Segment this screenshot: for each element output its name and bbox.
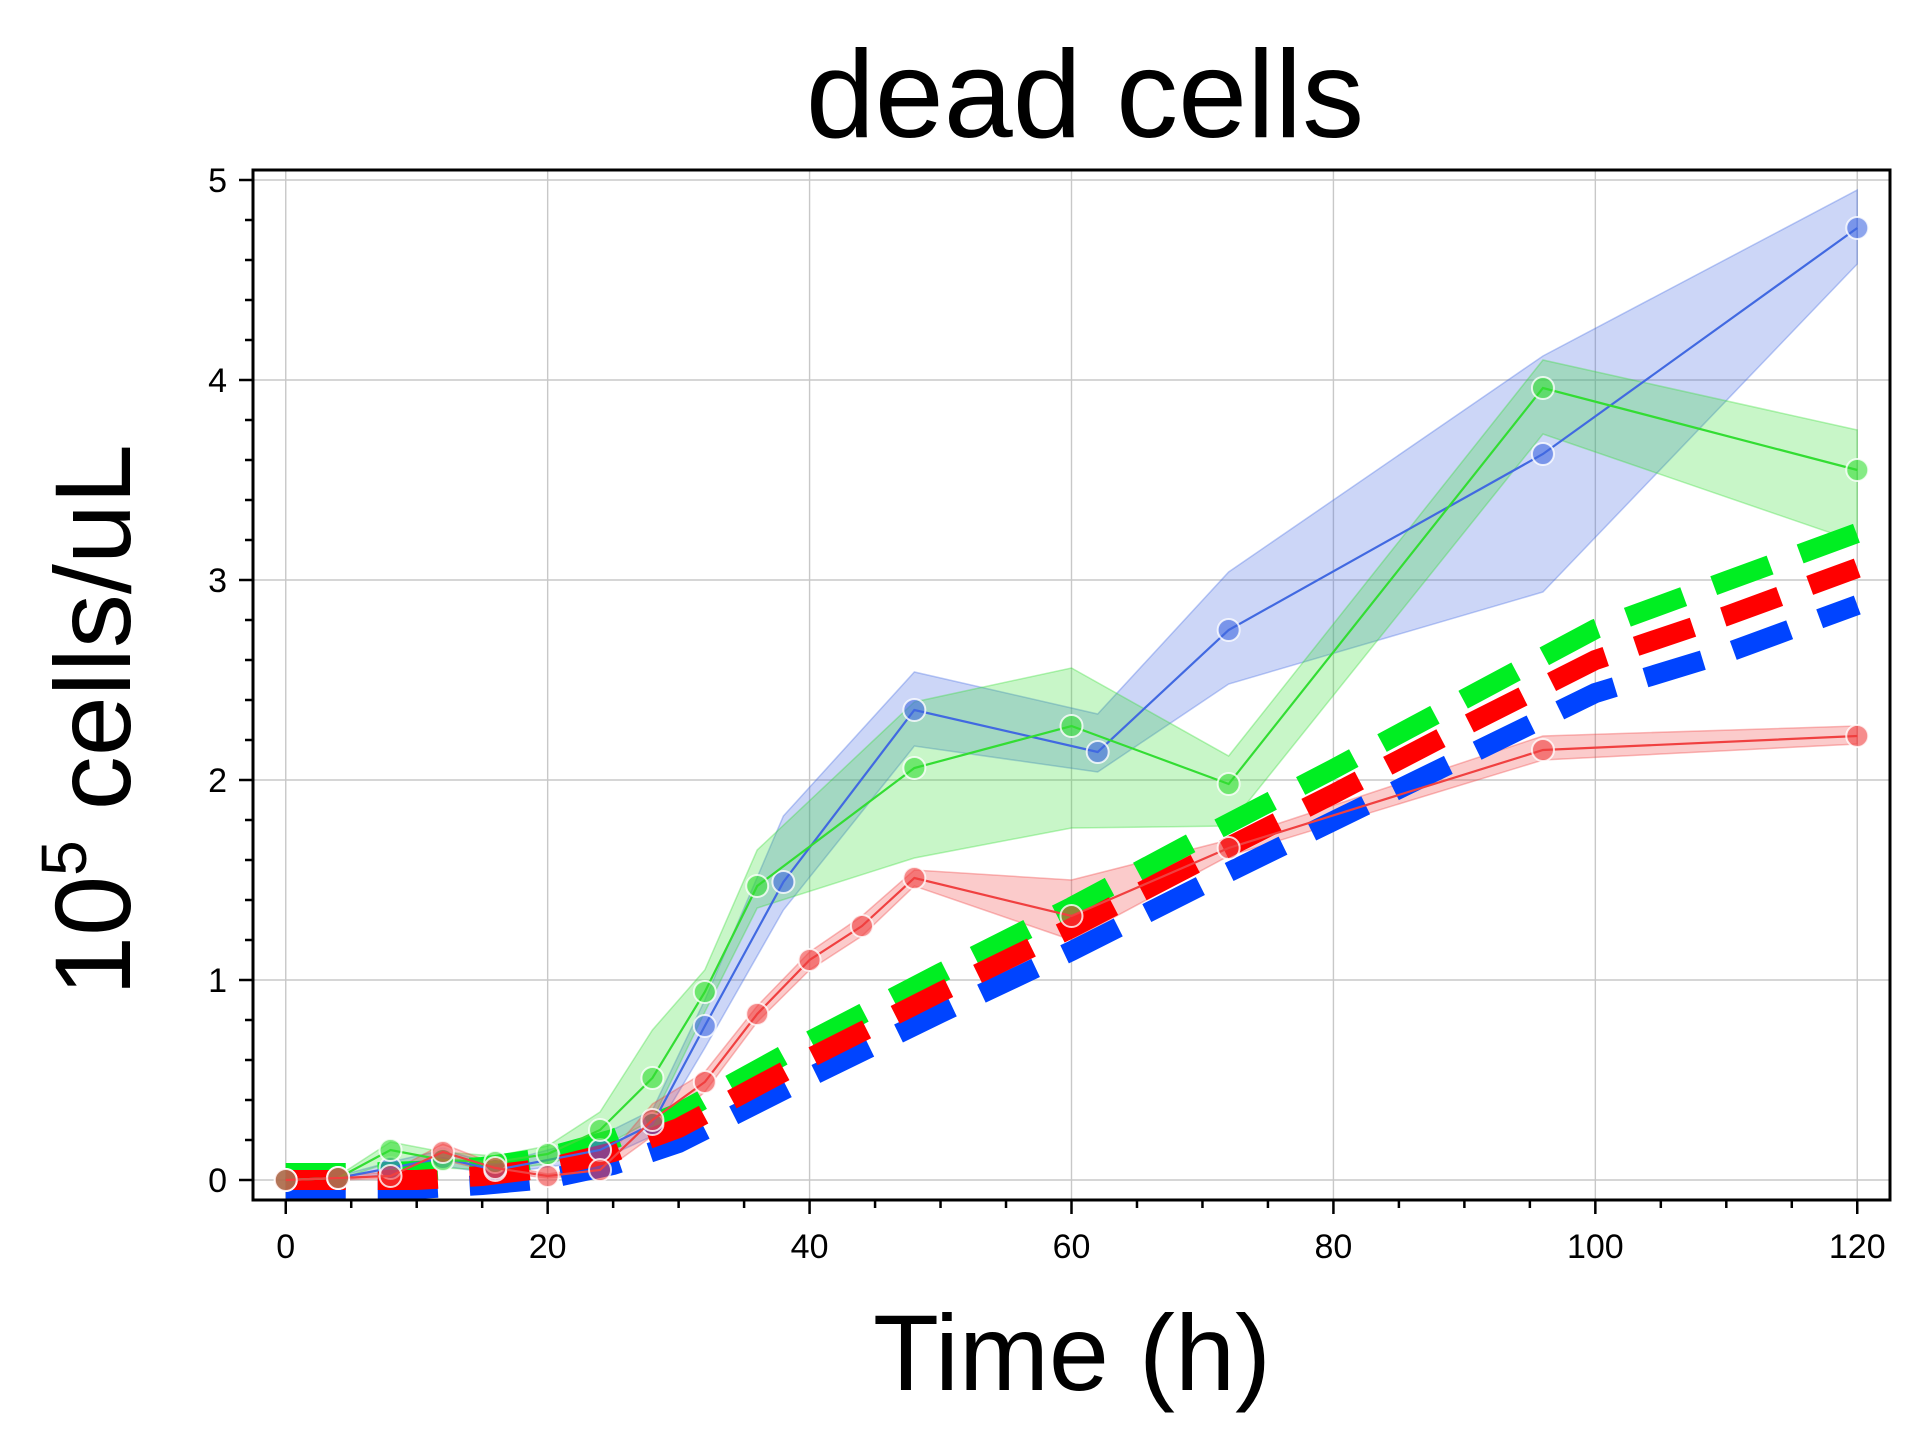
y-tick-label: 5 xyxy=(208,162,227,200)
data-point xyxy=(692,980,717,1004)
x-tick-label: 20 xyxy=(529,1228,567,1266)
y-axis-label-base: 10 xyxy=(32,876,153,996)
data-point xyxy=(1845,724,1870,748)
x-tick-label: 0 xyxy=(276,1228,295,1266)
data-point xyxy=(1845,458,1870,482)
data-point xyxy=(640,1066,665,1090)
data-point xyxy=(1059,904,1084,928)
data-point xyxy=(588,1138,613,1162)
data-point xyxy=(378,1138,403,1162)
model-lines xyxy=(285,523,1861,1199)
data-point xyxy=(797,948,822,972)
data-point xyxy=(1530,738,1555,762)
y-tick-label: 1 xyxy=(208,962,227,1000)
data-point xyxy=(902,866,927,890)
model-line xyxy=(285,595,1861,1199)
data-point xyxy=(1085,740,1110,764)
x-axis-label: Time (h) xyxy=(873,1292,1271,1413)
data-point xyxy=(745,874,770,898)
y-tick-label: 0 xyxy=(208,1162,227,1200)
data-point xyxy=(1216,772,1241,796)
data-point xyxy=(1216,836,1241,860)
data-point xyxy=(640,1108,665,1132)
y-axis-label-exponent: 5 xyxy=(28,840,100,876)
data-point xyxy=(1845,216,1870,240)
x-tick-label: 40 xyxy=(791,1228,829,1266)
data-point xyxy=(902,698,927,722)
data-point xyxy=(535,1164,560,1188)
data-point xyxy=(1059,714,1084,738)
y-axis-label-unit: cells/uL xyxy=(32,444,153,840)
y-tick-labels: 0 1 2 3 4 5 xyxy=(208,162,227,1200)
data-point xyxy=(326,1166,351,1190)
data-point xyxy=(273,1168,298,1192)
y-axis-label: 105 cells/uL xyxy=(28,444,153,996)
data-point xyxy=(692,1070,717,1094)
data-point xyxy=(588,1158,613,1182)
data-point xyxy=(745,1002,770,1026)
data-point xyxy=(588,1118,613,1142)
x-tick-labels: 0 20 40 60 80 100 120 xyxy=(276,1228,1885,1266)
data-point xyxy=(483,1156,508,1180)
data-point xyxy=(902,756,927,780)
data-point xyxy=(535,1142,560,1166)
data-point xyxy=(378,1164,403,1188)
data-point xyxy=(430,1140,455,1164)
x-tick-label: 120 xyxy=(1829,1228,1886,1266)
data-point xyxy=(849,914,874,938)
y-tick-label: 3 xyxy=(208,562,227,600)
x-tick-label: 80 xyxy=(1315,1228,1353,1266)
data-point xyxy=(1530,442,1555,466)
y-tick-label: 2 xyxy=(208,762,227,800)
data-point xyxy=(1216,618,1241,642)
data-point xyxy=(1530,376,1555,400)
x-tick-label: 100 xyxy=(1567,1228,1624,1266)
axis-ticks xyxy=(239,178,1859,1214)
data-point xyxy=(692,1014,717,1038)
y-tick-label: 4 xyxy=(208,362,227,400)
x-tick-label: 60 xyxy=(1053,1228,1091,1266)
data-series xyxy=(273,216,1870,1192)
data-point xyxy=(771,870,796,894)
data-series-group xyxy=(273,724,1870,1192)
chart-title: dead cells xyxy=(806,26,1364,164)
